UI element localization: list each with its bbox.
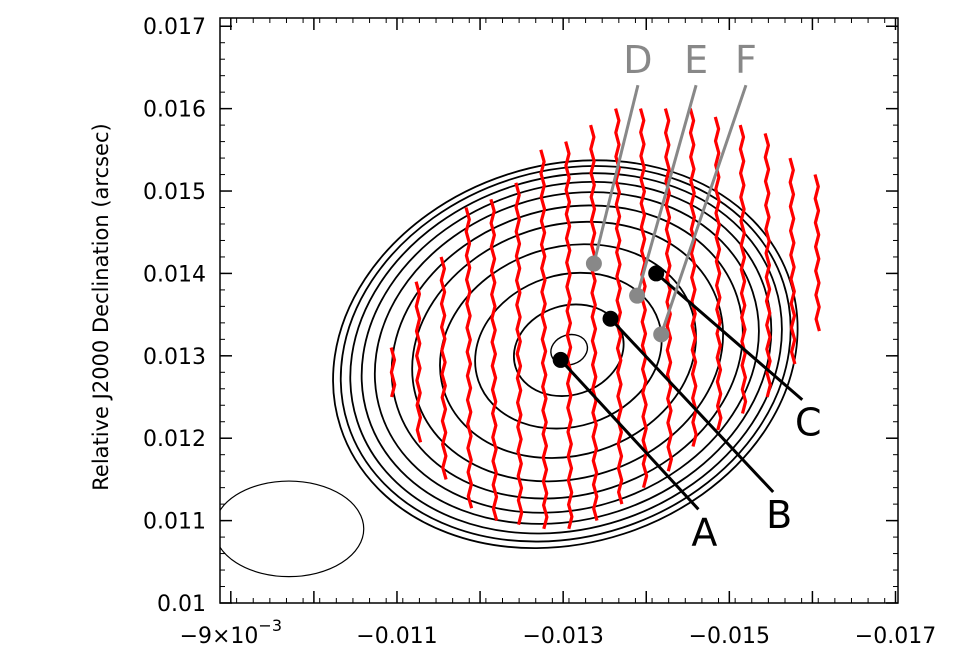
marker-label-a: A [691,510,717,554]
vector-column-10 [614,108,624,505]
vector-column-4 [464,207,474,509]
leader-line-a [559,358,700,511]
y-tick-label: 0.011 [143,510,206,535]
y-tick-label: 0.013 [143,345,206,370]
contour-1 [550,333,589,366]
contour-7 [373,191,760,514]
leader-line-e [635,84,698,297]
axes-layer [219,17,899,604]
leader-line-f [659,84,748,335]
y-tick-label: 0.01 [157,592,206,617]
x-tick-label: −9×10−3 [180,616,282,644]
marker-point-c [648,265,665,282]
contour-9 [349,172,783,535]
vector-column-8 [564,141,574,530]
x-tick-label: −0.013 [522,624,603,644]
plot-frame [219,17,899,604]
marker-label-f: F [735,38,757,82]
y-tick-label: 0.017 [143,15,206,40]
vector-column-17 [788,157,797,365]
leader-layer [559,84,804,511]
x-tick-label-exponent: −3 [258,616,282,635]
marker-point-a [552,351,569,368]
beam-ellipse [220,480,365,578]
marker-point-f [653,326,670,343]
vector-column-5 [489,198,499,522]
beam-layer [220,480,365,578]
marker-label-b: B [766,493,792,537]
vector-column-15 [738,124,748,414]
x-tick-label: −0.015 [689,624,770,644]
marker-label-e: E [684,38,708,82]
vector-column-7 [539,149,549,530]
tick-label-layer: 0.01 0.011 0.012 0.013 0.014 0.015 0.016 0.017 −… [143,15,936,649]
contour-8 [360,181,773,525]
vector-column-1 [389,347,397,398]
leader-line-c [655,272,804,401]
marker-label-d: D [623,38,652,82]
vector-column-18 [813,174,821,332]
y-tick-label: 0.016 [143,98,206,123]
marker-layer: A B C D E F [552,38,822,554]
vector-column-2 [414,281,423,443]
vector-column-16 [763,132,772,398]
contour-6 [390,204,744,500]
y-axis-label: Relative J2000 Declination (arcsec) [89,123,113,490]
y-tick-label: 0.015 [143,180,206,205]
x-tick-label: −0.017 [855,624,936,644]
vector-column-13 [688,108,698,447]
vector-column-3 [439,256,448,480]
marker-point-e [629,287,646,304]
marker-point-b [602,310,619,327]
leader-line-b [609,317,775,494]
y-tick-label: 0.012 [143,427,206,452]
y-tick-label: 0.014 [143,262,206,287]
x-tick-label: −0.011 [356,624,437,644]
vector-column-12 [663,108,674,472]
vector-column-9 [589,124,599,522]
contour-10 [339,165,792,543]
vector-layer [389,108,821,530]
leader-line-d [592,84,640,264]
vector-column-6 [514,182,524,526]
marker-label-c: C [795,401,822,445]
marker-point-d [585,255,602,272]
